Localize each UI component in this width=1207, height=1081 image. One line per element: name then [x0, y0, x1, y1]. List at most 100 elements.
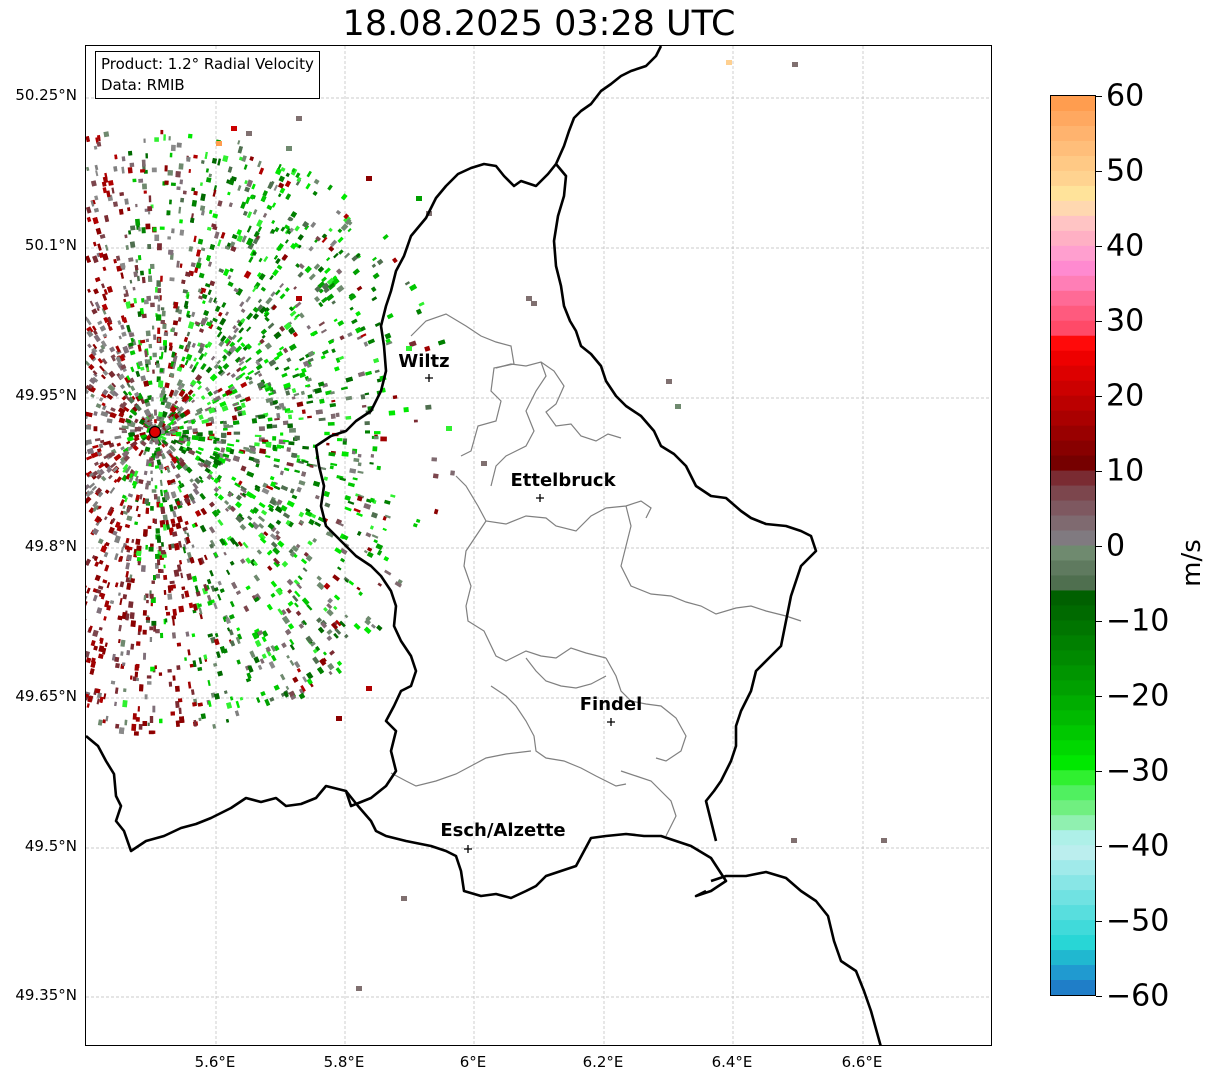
- radar-echo-pixel: [257, 515, 266, 523]
- radar-echo-pixel: [136, 549, 142, 557]
- radar-echo-pixel: [200, 210, 205, 216]
- radar-echo-pixel: [294, 367, 299, 371]
- radar-echo-pixel: [225, 446, 232, 452]
- radar-echo-pixel: [287, 600, 294, 607]
- colorbar-tickmark: [1096, 96, 1102, 97]
- radar-echo-pixel: [390, 494, 396, 498]
- radar-echo-pixel: [106, 418, 113, 424]
- radar-echo-pixel: [113, 478, 118, 484]
- radar-echo-pixel: [110, 680, 116, 685]
- radar-echo-pixel: [155, 629, 160, 634]
- radar-echo-pixel: [137, 561, 141, 566]
- radar-echo-pixel: [157, 327, 161, 334]
- radar-echo-pixel: [123, 298, 127, 303]
- radar-echo-pixel: [121, 450, 129, 458]
- radar-echo-pixel: [204, 406, 212, 412]
- radar-echo-pixel: [198, 295, 204, 300]
- radar-echo-pixel: [335, 667, 342, 674]
- radar-echo-pixel: [164, 345, 168, 353]
- radar-echo-pixel: [307, 350, 315, 358]
- radar-echo-pixel: [289, 638, 295, 646]
- radar-echo-pixel: [153, 625, 156, 632]
- radar-echo-pixel: [211, 223, 217, 228]
- radar-echo-pixel: [335, 357, 341, 364]
- radar-echo-pixel: [246, 471, 255, 478]
- radar-echo-pixel: [161, 542, 164, 547]
- radar-echo-pixel: [319, 658, 327, 666]
- radar-echo-pixel: [95, 473, 102, 480]
- radar-echo-pixel: [261, 653, 267, 659]
- radar-echo-pixel: [177, 485, 182, 493]
- radar-echo-pixel: [94, 164, 99, 171]
- radar-echo-pixel: [351, 318, 358, 325]
- radar-echo-pixel: [86, 411, 93, 418]
- radar-echo-pixel: [236, 627, 241, 632]
- radar-echo-pixel: [225, 718, 230, 723]
- radar-echo-pixel: [376, 624, 383, 632]
- radar-echo-pixel: [289, 310, 297, 317]
- lon-tick-1: 5.6°E: [194, 1053, 236, 1071]
- radar-echo-pixel: [94, 276, 101, 283]
- radar-echo-pixel: [198, 657, 203, 665]
- radar-echo-pixel: [122, 662, 126, 666]
- radar-echo-pixel: [191, 366, 197, 373]
- radar-echo-pixel: [125, 537, 130, 544]
- radar-echo-pixel: [281, 253, 289, 261]
- radar-echo-pixel: [138, 178, 144, 183]
- radar-echo-pixel: [289, 427, 296, 433]
- radar-echo-pixel: [100, 410, 109, 418]
- radar-echo-pixel: [134, 671, 139, 678]
- radar-echo-pixel: [409, 283, 418, 292]
- radar-echo-pixel: [333, 318, 338, 323]
- radar-echo-pixel: [285, 520, 291, 526]
- radar-echo-pixel: [191, 199, 198, 207]
- radar-echo-pixel: [86, 470, 93, 477]
- radar-echo-pixel: [127, 207, 131, 212]
- radar-echo-pixel: [238, 480, 243, 486]
- radar-echo-pixel: [172, 320, 179, 326]
- radar-echo-pixel: [173, 301, 179, 309]
- radar-echo-pixel: [160, 307, 165, 311]
- radar-echo-pixel: [133, 271, 138, 278]
- radar-echo-pixel: [314, 521, 322, 527]
- radar-echo-pixel: [92, 501, 99, 508]
- radar-echo-pixel: [433, 508, 439, 515]
- radar-echo-pixel: [90, 200, 95, 207]
- radar-echo-pixel: [179, 179, 184, 185]
- radar-echo-pixel: [259, 338, 265, 345]
- radar-echo-pixel: [197, 346, 204, 354]
- radar-echo-pixel: [92, 594, 98, 602]
- radar-echo-pixel: [206, 254, 211, 261]
- radar-echo-pixel: [213, 602, 218, 610]
- radar-echo-pixel: [103, 693, 107, 700]
- radar-echo-pixel: [294, 602, 299, 608]
- radar-echo-pixel: [329, 465, 334, 470]
- radar-echo-pixel: [255, 235, 260, 241]
- radar-echo-pixel: [168, 444, 175, 451]
- radar-echo-pixel: [320, 355, 326, 360]
- radar-echo-pixel: [295, 172, 301, 179]
- radar-map[interactable]: [85, 45, 992, 1046]
- radar-echo-pixel: [202, 300, 206, 305]
- radar-echo-pixel: [296, 486, 302, 493]
- radar-echo-pixel: [200, 317, 207, 326]
- radar-echo-pixel: [90, 393, 95, 398]
- radar-echo-pixel: [266, 549, 273, 556]
- findel-marker: [607, 718, 615, 726]
- radar-echo-pixel: [196, 249, 201, 257]
- radar-echo-pixel: [98, 443, 104, 449]
- radar-echo-pixel: [177, 698, 183, 703]
- radar-echo-pixel: [227, 491, 233, 498]
- radar-echo-pixel: [159, 435, 167, 441]
- colorbar-band: [1051, 215, 1095, 232]
- radar-echo-pixel: [340, 557, 346, 563]
- radar-echo-pixel: [365, 532, 372, 538]
- radar-echo-pixel: [241, 410, 247, 416]
- radar-echo-pixel: [280, 167, 286, 172]
- radar-echo-pixel: [347, 482, 355, 488]
- radar-echo-pixel: [175, 720, 180, 727]
- radar-echo-pixel: [213, 693, 221, 700]
- radar-echo-pixel: [392, 257, 398, 264]
- radar-echo-pixel: [282, 347, 289, 354]
- radar-echo-pixel: [142, 183, 147, 190]
